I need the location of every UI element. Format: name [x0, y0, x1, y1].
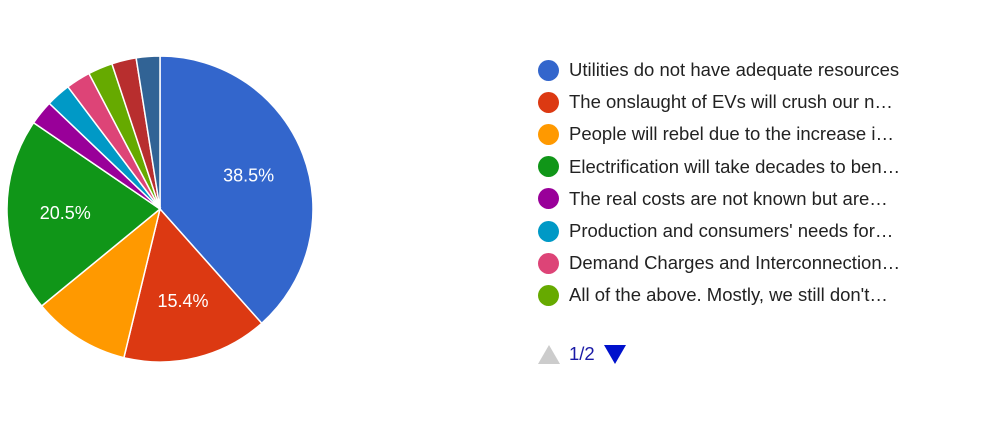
legend-swatch-icon — [538, 156, 559, 178]
legend-label: The real costs are not known but are… — [569, 187, 888, 209]
legend-label: Demand Charges and Interconnection… — [569, 252, 901, 274]
slice-data-label-3: 20.5% — [40, 203, 91, 223]
pie-slice-9[interactable] — [135, 55, 161, 210]
chart-legend: Utilities do not have adequate resources… — [538, 54, 958, 312]
legend-item-5[interactable]: Production and consumers' needs for… — [538, 215, 958, 247]
legend-label: The onslaught of EVs will crush our n… — [569, 91, 893, 113]
legend-item-6[interactable]: Demand Charges and Interconnection… — [538, 247, 958, 279]
legend-pager: 1/2 — [538, 340, 626, 368]
legend-item-7[interactable]: All of the above. Mostly, we still don't… — [538, 279, 958, 311]
legend-swatch-icon — [538, 59, 559, 81]
pie-slice-3[interactable] — [6, 121, 162, 308]
legend-page-down-icon[interactable] — [603, 344, 626, 364]
legend-swatch-icon — [538, 220, 559, 242]
slice-data-label-0: 38.5% — [223, 165, 274, 185]
legend-page-indicator: 1/2 — [569, 343, 595, 364]
legend-item-2[interactable]: People will rebel due to the increase i… — [538, 118, 958, 150]
legend-swatch-icon — [538, 91, 559, 113]
legend-item-4[interactable]: The real costs are not known but are… — [538, 183, 958, 215]
legend-label: People will rebel due to the increase i… — [569, 123, 894, 145]
pie-slice-2[interactable] — [40, 206, 162, 359]
legend-label: Electrification will take decades to ben… — [569, 155, 901, 177]
legend-label: Utilities do not have adequate resources — [569, 59, 900, 81]
slice-data-label-1: 15.4% — [157, 291, 208, 311]
legend-swatch-icon — [538, 252, 559, 274]
legend-swatch-icon — [538, 284, 559, 306]
legend-label: Production and consumers' needs for… — [569, 220, 894, 242]
legend-item-1[interactable]: The onslaught of EVs will crush our n… — [538, 86, 958, 118]
legend-swatch-icon — [538, 188, 559, 210]
legend-item-0[interactable]: Utilities do not have adequate resources — [538, 54, 958, 86]
legend-item-3[interactable]: Electrification will take decades to ben… — [538, 151, 958, 183]
legend-label: All of the above. Mostly, we still don't… — [569, 284, 888, 306]
legend-page-up-icon — [538, 344, 560, 364]
legend-swatch-icon — [538, 123, 559, 145]
pie-slice-1[interactable] — [122, 207, 263, 363]
pie-slice-0[interactable] — [159, 55, 314, 325]
